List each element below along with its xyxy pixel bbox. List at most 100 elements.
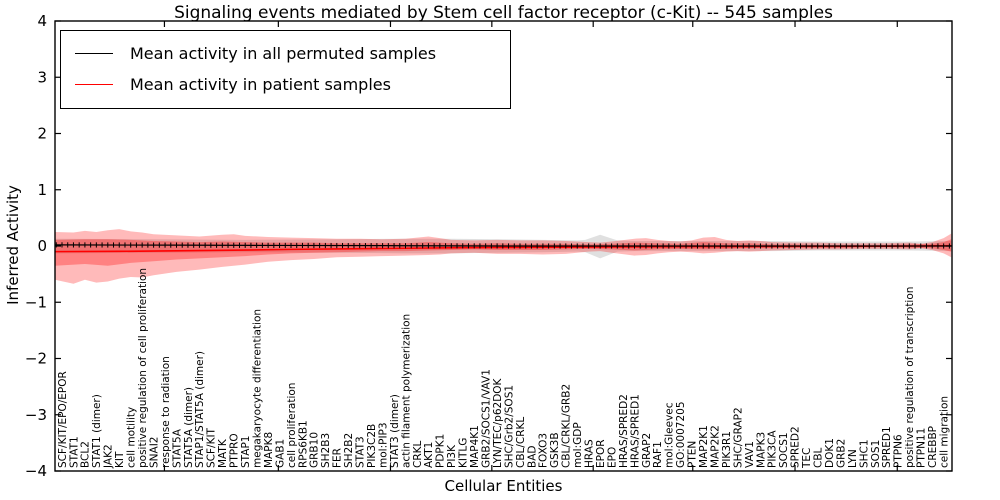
y-tick-label: 0: [37, 237, 47, 255]
x-tick-label: PI3K: [446, 444, 458, 468]
x-tick-label: FOXO3: [538, 433, 550, 468]
x-tick-label: JAK2: [103, 444, 115, 469]
x-tick-label: STAT5A (dimer): [183, 387, 195, 468]
legend-item-patient: Mean activity in patient samples: [75, 69, 510, 100]
y-axis-title: Inferred Activity: [4, 185, 22, 305]
x-tick-label: RPS6KB1: [297, 420, 309, 468]
y-tick-label: −1: [25, 293, 47, 311]
x-tick-label: EPO: [606, 447, 618, 468]
x-tick-label: cell migration: [938, 396, 950, 468]
x-tick-label: positive regulation of cell proliferatio…: [137, 268, 149, 468]
x-tick-label: VAV1: [744, 441, 756, 468]
legend-label-patient: Mean activity in patient samples: [130, 75, 391, 94]
x-tick-label: PTEN: [687, 441, 699, 468]
y-tick-label: −4: [25, 462, 47, 480]
x-tick-label: cell motility: [126, 407, 138, 468]
y-tick-label: −3: [25, 406, 47, 424]
x-tick-label: PIK3C2B: [366, 424, 378, 468]
x-tick-label: CBL/CRKL: [515, 417, 527, 468]
x-tick-label: SNAI2: [148, 437, 160, 468]
x-tick-label: HRAS/SPRED1: [629, 394, 641, 468]
x-tick-label: RAF1: [652, 441, 664, 468]
x-tick-label: MAP2K1: [698, 425, 710, 468]
x-tick-label: CREBBP: [927, 426, 939, 468]
band-patient-outer: [55, 229, 952, 284]
x-tick-label: EPOR: [595, 439, 607, 468]
x-tick-label: SOS1: [870, 440, 882, 468]
x-tick-label: SCF/KIT/EPO/EPOR: [57, 371, 69, 468]
x-tick-label: SHC/GRAP2: [732, 407, 744, 468]
x-tick-label: MATK: [217, 438, 229, 468]
x-tick-label: MAP2K2: [709, 425, 721, 468]
legend: Mean activity in all permuted samples Me…: [60, 30, 511, 109]
x-tick-label: GAB1: [274, 439, 286, 468]
y-tick-label: 2: [37, 125, 47, 143]
x-tick-label: MAP4K1: [469, 425, 481, 468]
x-tick-label: PDPK1: [435, 434, 447, 468]
x-tick-label: CRKL: [412, 440, 424, 468]
x-tick-label: TEC: [801, 448, 813, 469]
x-tick-label: HRAS/SPRED2: [618, 394, 630, 468]
x-tick-label: PTPN6: [893, 434, 905, 468]
x-tick-label: BCL2: [80, 441, 92, 468]
x-tick-label: CBL/CRKL/GRB2: [561, 384, 573, 468]
y-tick-label: 3: [37, 68, 47, 86]
y-tick-label: 4: [37, 12, 47, 30]
x-tick-label: SPRED2: [790, 426, 802, 468]
x-tick-label: KITLG: [458, 438, 470, 468]
x-tick-label: STAP1/STAT5A (dimer): [194, 351, 206, 468]
x-tick-label: GRAP2: [641, 433, 653, 468]
x-tick-label: HRAS: [584, 439, 596, 468]
y-tick-label: −2: [25, 350, 47, 368]
x-tick-label: response to radiation: [160, 356, 172, 468]
legend-item-permuted: Mean activity in all permuted samples: [75, 38, 510, 69]
x-tick-label: cell proliferation: [286, 383, 298, 468]
x-tick-label: STAT1: [68, 436, 80, 468]
x-tick-label: STAP1: [240, 436, 252, 468]
x-tick-label: AKT1: [423, 442, 435, 468]
x-tick-label: BAD: [526, 446, 538, 468]
x-tick-label: positive regulation of transcription: [904, 287, 916, 468]
x-tick-label: mol:PIP3: [377, 422, 389, 468]
x-tick-label: STAT1 (dimer): [91, 394, 103, 468]
x-tick-label: SH2B2: [343, 433, 355, 468]
x-tick-label: MAPK3: [755, 432, 767, 468]
chart-title: Signaling events mediated by Stem cell f…: [174, 3, 833, 23]
x-axis-title: Cellular Entities: [444, 477, 563, 495]
x-tick-label: KIT: [114, 451, 126, 468]
x-tick-label: PIK3CA: [767, 430, 779, 468]
x-tick-label: PIK3R1: [721, 431, 733, 468]
x-tick-label: SHC1: [858, 439, 870, 468]
x-tick-label: SHC/Grb2/SOS1: [503, 385, 515, 468]
legend-label-permuted: Mean activity in all permuted samples: [130, 44, 437, 63]
x-tick-label: DOK1: [824, 438, 836, 468]
x-tick-label: STAT3: [355, 436, 367, 468]
x-tick-label: FER: [332, 448, 344, 468]
x-tick-label: LYN/TEC/p62DOK: [492, 377, 504, 468]
x-tick-label: PTPRO: [229, 433, 241, 468]
x-tick-label: GRB2: [835, 439, 847, 468]
x-tick-label: STAT5A: [171, 428, 183, 468]
x-tick-label: STAT3 (dimer): [389, 394, 401, 468]
x-tick-label: GSK3B: [549, 432, 561, 468]
x-tick-label: GRB10: [309, 432, 321, 468]
x-tick-label: mol:GDP: [572, 422, 584, 468]
x-tick-label: LYN: [847, 449, 859, 468]
x-tick-label: SPRED1: [881, 426, 893, 468]
x-tick-label: PTPN11: [916, 428, 928, 468]
x-tick-label: SCF/KIT: [206, 427, 218, 468]
y-tick-label: 1: [37, 181, 47, 199]
x-tick-label: MAPK8: [263, 432, 275, 468]
x-tick-label: GRB2/SOCS1/VAV1: [480, 369, 492, 468]
x-tick-label: megakaryocyte differentiation: [251, 309, 263, 468]
x-tick-label: SH2B3: [320, 433, 332, 468]
x-tick-label: GO:0007205: [675, 401, 687, 468]
legend-line-permuted-icon: [75, 53, 113, 54]
x-tick-label: mol:Gleevec: [664, 402, 676, 468]
x-tick-label: actin filament polymerization: [400, 314, 412, 468]
x-tick-label: SOCS1: [778, 432, 790, 468]
legend-line-patient-icon: [75, 84, 113, 85]
x-tick-label: CBL: [813, 447, 825, 468]
